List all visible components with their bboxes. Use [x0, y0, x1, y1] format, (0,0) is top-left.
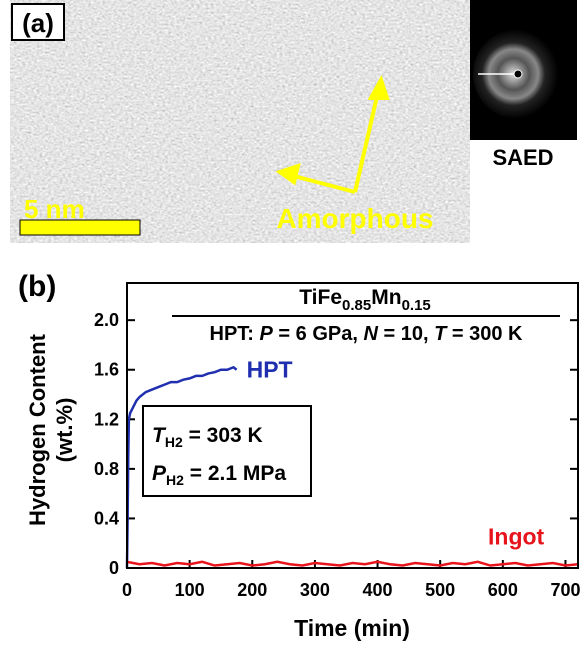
series-label: Ingot: [488, 523, 545, 549]
y-axis-label: Hydrogen Content: [25, 333, 50, 526]
tem-image: [10, 0, 470, 243]
y-tick-label: 2.0: [94, 310, 119, 330]
scale-bar-label: 5 nm: [24, 194, 85, 224]
condition-part: H2: [165, 434, 183, 450]
chart-subtitle: HPT: P = 6 GPa, N = 10, T = 300 K: [210, 323, 524, 345]
subtitle-part: N: [363, 323, 378, 345]
title-part: TiFe: [299, 286, 342, 309]
y-tick-label: 0.4: [94, 508, 119, 528]
condition: PH2 = 2.1 MPa: [152, 462, 286, 488]
subtitle-part: = 6 GPa,: [273, 323, 364, 345]
series-line: [126, 560, 579, 567]
condition-part: P: [152, 462, 167, 485]
x-axis-label: Time (min): [294, 615, 410, 641]
inset-label: SAED: [492, 145, 553, 170]
subtitle-part: HPT:: [210, 323, 260, 345]
x-tick-label: 200: [237, 580, 267, 600]
title-part: Mn: [371, 286, 401, 309]
x-tick-label: 600: [488, 580, 518, 600]
plot-frame: [126, 282, 579, 569]
condition: TH2 = 303 K: [152, 424, 263, 450]
y-tick-label: 0.8: [94, 459, 119, 479]
condition-part: = 303 K: [183, 424, 263, 447]
y-tick-label: 1.6: [94, 360, 119, 380]
x-tick-label: 100: [175, 580, 205, 600]
series-label: HPT: [247, 357, 293, 383]
y-tick-label: 1.2: [94, 409, 119, 429]
x-tick-label: 500: [425, 580, 455, 600]
scale-bar: [19, 219, 141, 236]
arrows: [275, 75, 390, 194]
panel-label: (a): [22, 8, 54, 38]
panel-label: (b): [18, 270, 56, 303]
y-tick-label: 0: [109, 558, 119, 578]
x-tick-label: 0: [122, 580, 132, 600]
subtitle-part: = 300 K: [446, 323, 523, 345]
condition-box: [142, 405, 312, 497]
x-tick-label: 400: [363, 580, 393, 600]
subtitle-part: = 10,: [378, 323, 434, 345]
saed-center: [513, 69, 523, 79]
condition-part: H2: [166, 472, 184, 488]
subtitle-part: P: [260, 323, 274, 345]
subtitle-part: T: [434, 323, 448, 345]
condition-part: T: [152, 424, 167, 447]
x-tick-label: 700: [550, 580, 580, 600]
annotation: Amorphous: [276, 203, 433, 234]
label-box: [11, 3, 65, 41]
title-part: 0.85: [342, 297, 371, 314]
title-part: 0.15: [402, 297, 431, 314]
condition-part: = 2.1 MPa: [184, 462, 286, 485]
x-tick-label: 300: [300, 580, 330, 600]
y-axis-label: (wt.%): [52, 398, 77, 463]
chart-title: TiFe0.85Mn0.15: [299, 286, 431, 314]
series-line: [125, 365, 238, 569]
